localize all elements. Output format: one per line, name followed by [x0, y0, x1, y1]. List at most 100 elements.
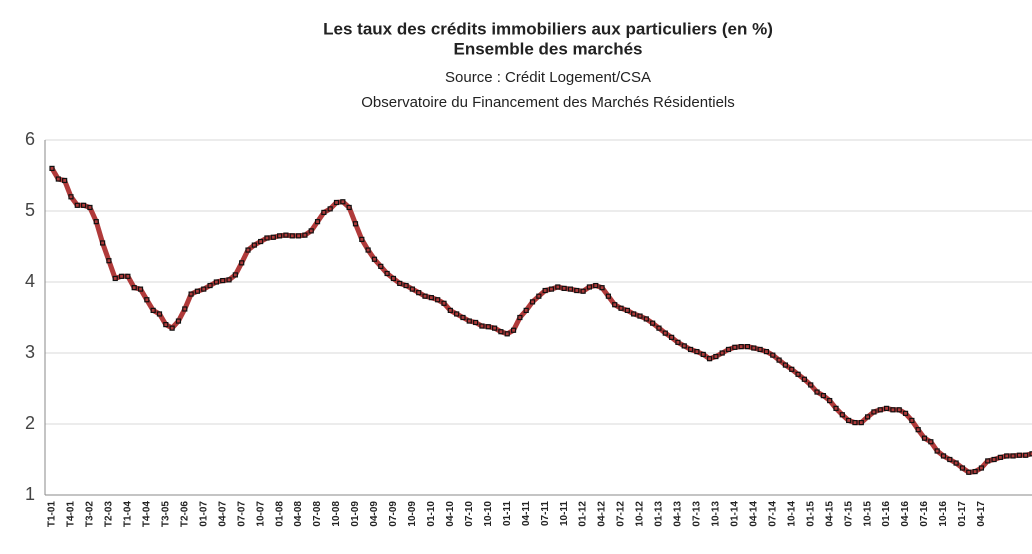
marker: [308, 228, 314, 234]
marker: [574, 287, 580, 294]
chart-subtitle: Ensemble des marchés: [454, 39, 643, 58]
marker: [966, 469, 972, 475]
marker: [757, 346, 763, 353]
marker: [991, 456, 997, 463]
x-tick-label: 01-16: [881, 501, 892, 527]
marker: [163, 322, 169, 328]
marker: [827, 397, 833, 404]
marker: [169, 325, 175, 331]
x-tick-label: 10-11: [559, 501, 570, 526]
marker: [302, 232, 308, 238]
marker: [422, 293, 428, 299]
marker: [902, 410, 909, 416]
marker: [371, 256, 378, 262]
x-tick-label: 07-09: [388, 501, 399, 527]
marker: [409, 286, 415, 292]
marker: [251, 242, 257, 248]
x-tick-label: 10-09: [407, 501, 418, 527]
marker: [1004, 453, 1010, 459]
x-tick-label: 01-14: [729, 501, 740, 527]
x-tick-label: 07-15: [843, 501, 854, 527]
marker: [871, 409, 877, 415]
marker: [890, 407, 896, 413]
x-tick-label: 04-13: [673, 501, 684, 527]
marker: [365, 247, 371, 253]
x-tick-label: 10-13: [711, 501, 722, 527]
marker: [631, 311, 637, 317]
marker: [333, 199, 340, 206]
marker: [491, 325, 498, 331]
marker: [567, 286, 574, 292]
x-tick-label: 01-07: [198, 501, 209, 527]
x-tick-label: T1-04: [123, 501, 134, 528]
marker: [416, 290, 422, 296]
x-tick-label: 07-08: [312, 501, 323, 527]
marker: [624, 307, 630, 313]
marker: [112, 275, 118, 282]
note: Observatoire du Financement des Marchés …: [361, 94, 735, 111]
y-tick-label: 4: [25, 271, 35, 291]
marker: [125, 273, 131, 279]
x-tick-label: 10-12: [635, 501, 646, 527]
marker: [934, 448, 940, 454]
marker: [694, 348, 700, 355]
marker: [378, 263, 384, 269]
x-tick-label: 04-10: [445, 501, 456, 527]
x-tick-label: T4-01: [66, 501, 77, 528]
x-tick-label: T2-03: [104, 501, 115, 528]
marker: [561, 285, 567, 291]
x-tick-label: 07-13: [692, 501, 703, 527]
x-tick-label: 04-09: [369, 501, 380, 527]
marker: [220, 277, 226, 284]
marker: [68, 194, 74, 200]
marker: [245, 247, 251, 253]
x-tick-label: 01-17: [957, 501, 968, 527]
x-tick-label: T2-06: [179, 501, 190, 528]
marker: [340, 199, 346, 205]
marker: [782, 362, 789, 368]
marker: [321, 209, 327, 216]
marker: [93, 219, 99, 225]
marker: [669, 334, 675, 340]
marker: [99, 240, 106, 246]
marker: [808, 382, 814, 388]
marker: [732, 344, 738, 350]
marker: [542, 287, 548, 294]
x-tick-label: 07-07: [236, 501, 247, 527]
marker: [985, 458, 991, 464]
marker: [466, 318, 472, 324]
x-tick-label: 04-17: [976, 501, 987, 527]
marker: [62, 177, 68, 184]
marker: [548, 286, 555, 292]
marker: [131, 285, 137, 291]
marker: [55, 176, 61, 182]
marker: [479, 323, 485, 329]
marker: [896, 407, 902, 413]
x-tick-label: 10-10: [483, 501, 494, 527]
marker: [295, 233, 302, 239]
x-tick-label: 07-14: [767, 501, 778, 527]
marker: [137, 286, 144, 292]
marker: [928, 439, 934, 445]
x-tick-label: 01-12: [578, 501, 589, 527]
marker: [175, 318, 182, 324]
marker: [49, 165, 55, 171]
marker: [846, 417, 852, 424]
marker: [428, 295, 434, 301]
marker: [858, 419, 864, 426]
x-tick-label: T3-02: [85, 501, 96, 528]
y-tick-label: 3: [25, 342, 35, 362]
marker: [441, 300, 447, 306]
x-tick-label: 04-12: [597, 501, 608, 527]
marker: [953, 460, 959, 466]
marker: [618, 305, 624, 311]
marker: [947, 456, 953, 463]
marker: [909, 417, 915, 424]
marker: [314, 219, 321, 225]
marker: [264, 235, 270, 241]
y-tick-label: 5: [25, 200, 35, 220]
marker: [1029, 451, 1032, 457]
marker: [106, 258, 112, 264]
y-tick-label: 2: [25, 413, 35, 433]
